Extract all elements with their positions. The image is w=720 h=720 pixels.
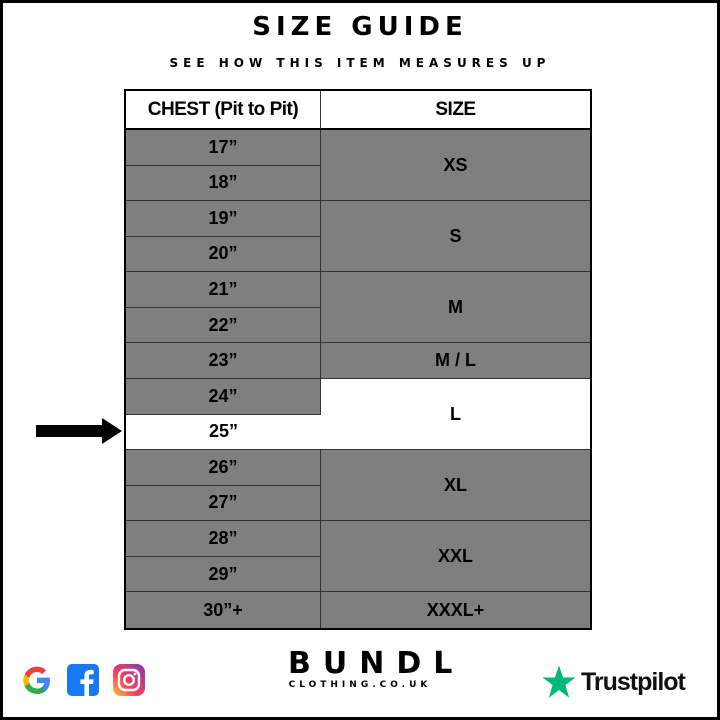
page-title: SIZE GUIDE	[252, 12, 468, 42]
size-cell: XXXL+	[426, 599, 485, 620]
size-cell: XS	[321, 130, 590, 202]
chest-cell: 28”	[126, 521, 321, 557]
chest-cell: 20”	[126, 236, 321, 273]
size-cell-highlighted: L	[321, 379, 590, 451]
size-table: CHEST (Pit to Pit) SIZE 17” 18” 19” 20” …	[124, 89, 592, 630]
arrow-right-icon	[36, 418, 122, 444]
chest-cell: 17”	[126, 130, 321, 166]
brand-name: BUNDL	[288, 646, 465, 681]
size-cell: XL	[321, 450, 590, 522]
chest-cell: 18”	[126, 165, 321, 202]
chest-cell: 19”	[126, 201, 321, 237]
column-header-size: SIZE	[321, 91, 590, 130]
trustpilot-star-icon	[542, 665, 576, 698]
facebook-icon[interactable]	[66, 663, 100, 697]
chest-cell: 27”	[126, 485, 321, 522]
brand-logo: BUNDL CLOTHING.CO.UK	[278, 646, 465, 691]
column-header-chest: CHEST (Pit to Pit)	[126, 91, 321, 130]
instagram-icon[interactable]	[112, 663, 146, 697]
chest-cell-highlighted: 25”	[126, 414, 321, 451]
google-icon	[23, 666, 50, 694]
size-cell: M	[321, 272, 590, 344]
chest-cell: 22”	[126, 307, 321, 344]
size-cell: XXL	[321, 521, 590, 593]
chest-cell: 29”	[126, 556, 321, 593]
size-cell: M / L	[321, 343, 590, 379]
trustpilot-label: Trustpilot	[581, 667, 686, 696]
chest-cell: 26”	[126, 450, 321, 486]
chest-cell: 21”	[126, 272, 321, 308]
brand-domain: CLOTHING.CO.UK	[288, 680, 432, 690]
chest-cell: 24”	[126, 379, 321, 415]
chest-cell: 30”+	[126, 592, 321, 628]
size-cell: S	[321, 201, 590, 273]
chest-cell: 23”	[126, 343, 321, 379]
page-subtitle: SEE HOW THIS ITEM MEASURES UP	[169, 56, 551, 70]
trustpilot-logo[interactable]: Trustpilot	[541, 664, 686, 700]
